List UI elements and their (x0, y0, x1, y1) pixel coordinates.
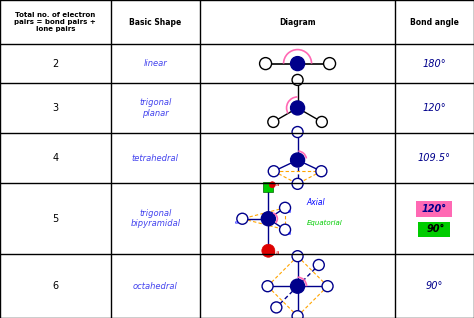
Circle shape (291, 101, 305, 115)
Bar (417, 201, 453, 217)
Circle shape (292, 251, 303, 262)
Circle shape (324, 58, 336, 70)
Text: tetrahedral: tetrahedral (132, 154, 179, 162)
Circle shape (292, 178, 303, 189)
Text: a: a (275, 250, 279, 255)
Text: a: a (275, 182, 279, 187)
Text: octahedral: octahedral (133, 282, 178, 291)
Text: 2: 2 (52, 59, 58, 69)
Circle shape (268, 166, 279, 177)
Circle shape (237, 213, 248, 224)
Bar (264, 182, 273, 192)
Circle shape (292, 127, 303, 138)
Text: Equatorial: Equatorial (306, 220, 342, 226)
Circle shape (262, 244, 275, 257)
Circle shape (260, 58, 272, 70)
Text: Basic Shape: Basic Shape (129, 18, 182, 27)
Text: 3: 3 (52, 103, 58, 113)
Text: Total no. of electron
pairs = bond pairs +
lone pairs: Total no. of electron pairs = bond pairs… (14, 12, 96, 32)
Text: trigonal
planar: trigonal planar (139, 98, 172, 118)
Circle shape (268, 116, 279, 128)
Circle shape (262, 281, 273, 292)
Circle shape (316, 166, 327, 177)
Text: 4: 4 (52, 153, 58, 163)
Circle shape (291, 57, 305, 71)
Text: 90°: 90° (426, 224, 445, 234)
Text: Bond angle: Bond angle (410, 18, 459, 27)
Text: linear: linear (144, 59, 167, 68)
Text: 120°: 120° (423, 103, 447, 113)
Circle shape (280, 202, 291, 213)
Circle shape (280, 224, 291, 235)
Circle shape (261, 212, 275, 226)
Text: 6: 6 (52, 281, 58, 291)
Circle shape (322, 281, 333, 292)
Text: 5: 5 (52, 214, 58, 224)
Circle shape (291, 153, 305, 167)
Circle shape (271, 302, 282, 313)
Circle shape (316, 116, 328, 128)
Text: 180°: 180° (423, 59, 447, 69)
Text: 120°: 120° (422, 204, 447, 214)
Circle shape (292, 311, 303, 318)
Text: 90°: 90° (426, 281, 443, 291)
Bar (419, 222, 450, 237)
Text: e: e (288, 209, 292, 214)
Circle shape (270, 250, 275, 255)
Circle shape (269, 182, 275, 188)
Circle shape (313, 259, 324, 271)
Text: Axial: Axial (306, 198, 325, 207)
Text: e: e (234, 220, 238, 225)
Text: trigonal
bipyramidal: trigonal bipyramidal (130, 209, 181, 228)
Text: Diagram: Diagram (279, 18, 316, 27)
Circle shape (292, 74, 303, 86)
Text: e: e (288, 231, 292, 236)
Circle shape (291, 279, 305, 293)
Text: 109.5°: 109.5° (418, 153, 451, 163)
